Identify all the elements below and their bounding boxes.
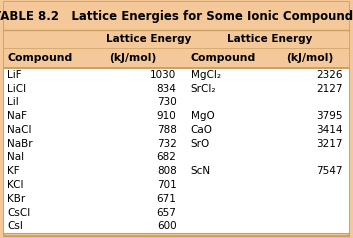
- Text: CsI: CsI: [7, 221, 23, 231]
- Bar: [4, 109, 349, 123]
- Text: 682: 682: [157, 152, 176, 162]
- Text: NaBr: NaBr: [7, 139, 33, 149]
- Bar: [4, 151, 349, 164]
- Bar: [4, 48, 349, 68]
- Text: LiF: LiF: [7, 70, 22, 80]
- Text: 671: 671: [157, 194, 176, 204]
- Text: MgO: MgO: [191, 111, 214, 121]
- Text: 7547: 7547: [316, 166, 342, 176]
- Text: 701: 701: [157, 180, 176, 190]
- Text: TABLE 8.2   Lattice Energies for Some Ionic Compounds: TABLE 8.2 Lattice Energies for Some Ioni…: [0, 10, 353, 23]
- Text: SrO: SrO: [191, 139, 210, 149]
- Bar: [4, 123, 349, 137]
- Bar: [4, 164, 349, 178]
- Bar: [4, 178, 349, 192]
- Text: 2127: 2127: [316, 84, 342, 94]
- Text: ScN: ScN: [191, 166, 211, 176]
- Text: 3414: 3414: [316, 125, 342, 135]
- Bar: [4, 192, 349, 206]
- Text: 1030: 1030: [150, 70, 176, 80]
- Bar: [4, 30, 349, 48]
- Text: LiCl: LiCl: [7, 84, 26, 94]
- Text: SrCl₂: SrCl₂: [191, 84, 216, 94]
- Text: (kJ/mol): (kJ/mol): [286, 53, 333, 63]
- Text: 3795: 3795: [316, 111, 342, 121]
- Bar: [4, 68, 349, 82]
- Bar: [4, 82, 349, 95]
- Bar: [4, 219, 349, 233]
- Text: MgCl₂: MgCl₂: [191, 70, 221, 80]
- Text: Lattice Energy: Lattice Energy: [106, 34, 191, 44]
- Text: LiI: LiI: [7, 97, 19, 107]
- Text: 730: 730: [157, 97, 176, 107]
- Text: NaI: NaI: [7, 152, 24, 162]
- Bar: [4, 206, 349, 219]
- Text: KF: KF: [7, 166, 20, 176]
- Text: KCl: KCl: [7, 180, 24, 190]
- Text: Compound: Compound: [7, 53, 72, 63]
- Text: NaCl: NaCl: [7, 125, 31, 135]
- Text: NaF: NaF: [7, 111, 27, 121]
- Text: Compound: Compound: [191, 53, 256, 63]
- Text: 788: 788: [157, 125, 176, 135]
- Text: 732: 732: [157, 139, 176, 149]
- Bar: [4, 137, 349, 150]
- Text: Lattice Energy: Lattice Energy: [227, 34, 313, 44]
- Bar: [4, 95, 349, 109]
- Text: (kJ/mol): (kJ/mol): [109, 53, 157, 63]
- Text: KBr: KBr: [7, 194, 25, 204]
- Text: CaO: CaO: [191, 125, 213, 135]
- Text: 808: 808: [157, 166, 176, 176]
- Text: 3217: 3217: [316, 139, 342, 149]
- Text: CsCl: CsCl: [7, 208, 30, 218]
- Text: 910: 910: [157, 111, 176, 121]
- Text: 600: 600: [157, 221, 176, 231]
- Text: 834: 834: [157, 84, 176, 94]
- Text: 2326: 2326: [316, 70, 342, 80]
- Bar: [4, 2, 349, 30]
- Text: 657: 657: [157, 208, 176, 218]
